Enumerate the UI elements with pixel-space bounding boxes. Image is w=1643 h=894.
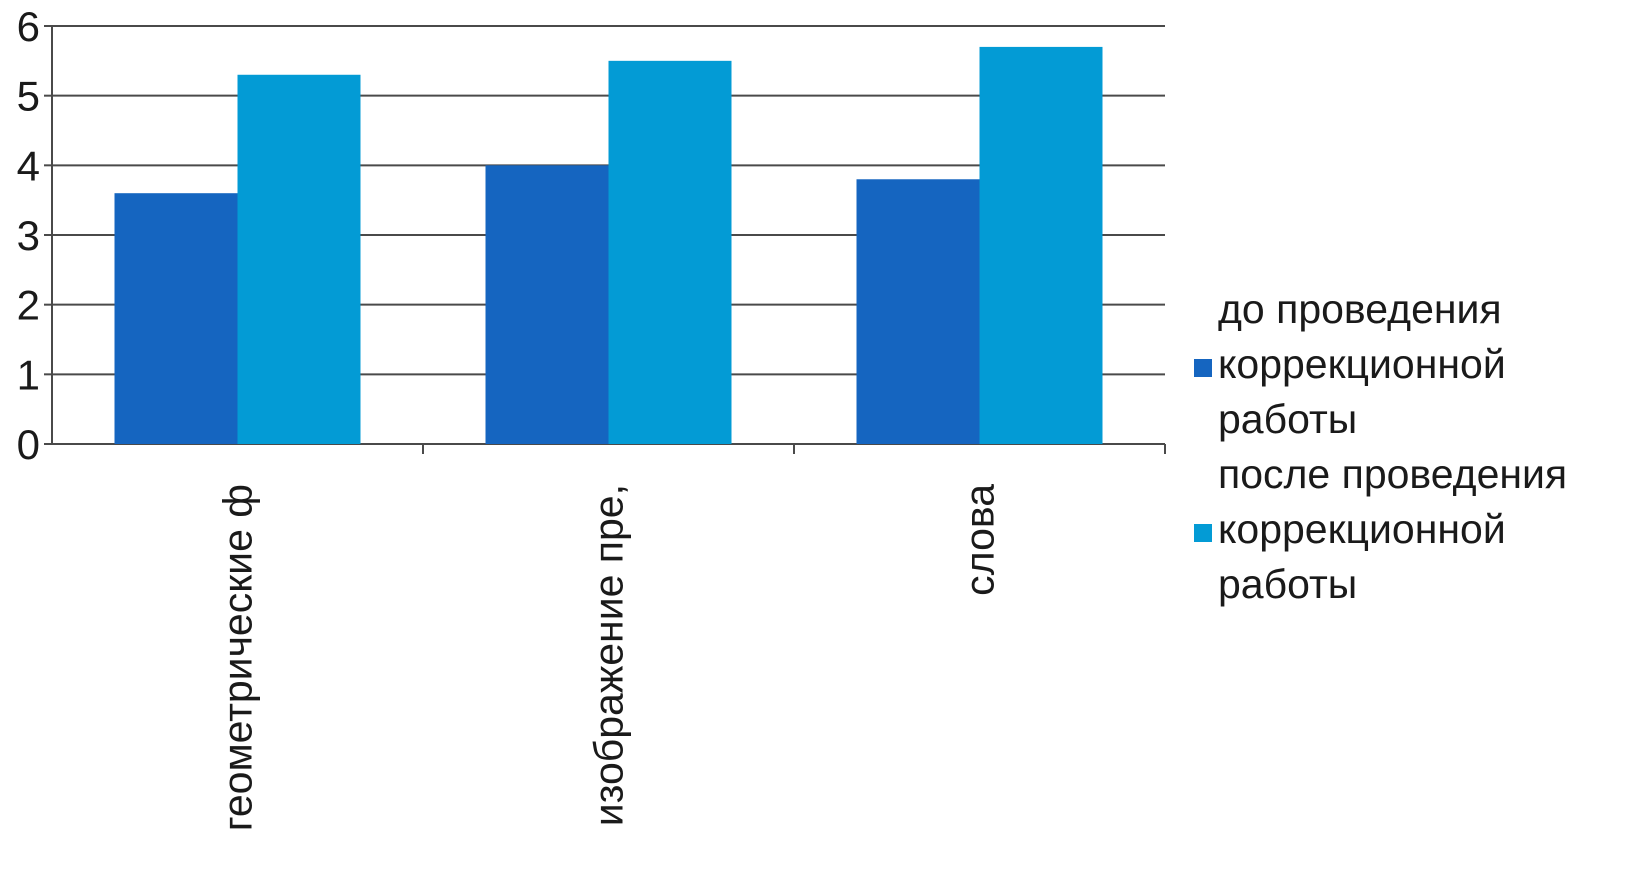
- legend: до проведения коррекционной работы после…: [1186, 282, 1626, 612]
- y-tick-label: 1: [17, 351, 40, 398]
- y-tick-label: 0: [17, 421, 40, 468]
- legend-swatch-after: [1194, 524, 1212, 542]
- category-label: геометрические ф: [215, 484, 261, 831]
- legend-swatch-before: [1194, 359, 1212, 377]
- legend-item-before: до проведения коррекционной работы: [1186, 282, 1626, 447]
- bar: [856, 179, 980, 444]
- bar: [979, 46, 1103, 445]
- legend-label-after: после проведения коррекционной работы: [1218, 451, 1568, 607]
- bar: [485, 165, 609, 445]
- bar: [237, 74, 361, 445]
- bar: [114, 193, 238, 444]
- bar: [608, 60, 732, 444]
- y-tick-label: 4: [17, 142, 40, 189]
- legend-item-after: после проведения коррекционной работы: [1186, 447, 1626, 612]
- y-tick-label: 2: [17, 282, 40, 329]
- y-tick-label: 5: [17, 73, 40, 120]
- legend-label-before: до проведения коррекционной работы: [1218, 286, 1506, 442]
- y-tick-label: 6: [17, 3, 40, 50]
- category-label: изображение пре,: [586, 484, 632, 826]
- category-label: слова: [957, 484, 1003, 596]
- y-tick-label: 3: [17, 212, 40, 259]
